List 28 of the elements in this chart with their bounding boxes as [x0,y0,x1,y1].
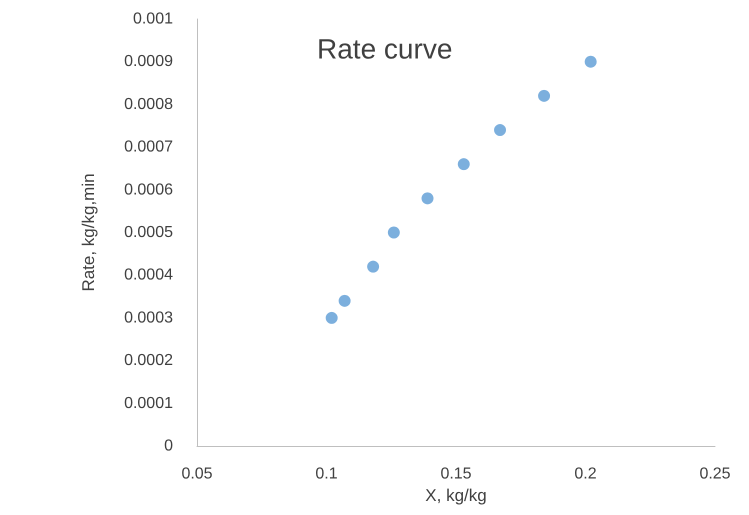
x-tick-label: 0.15 [440,466,472,482]
x-tick-label: 0.2 [574,466,597,482]
y-tick-label: 0.0001 [124,394,174,412]
y-tick-label: 0.0002 [124,352,174,370]
y-tick-label: 0.0004 [124,266,174,284]
y-tick-label: 0.0003 [124,309,174,326]
point [388,226,400,238]
y-tick-label: 0.0008 [124,96,174,113]
point [422,192,434,204]
y-tick-label: 0.0005 [124,224,174,241]
y-tick-label: 0.001 [132,10,174,28]
y-axis-title: Rate, kg/kg,min [79,173,98,292]
text: Rate curve [317,34,452,64]
point [338,294,351,307]
x-tick-label: 0.1 [315,466,338,482]
point [494,124,506,136]
point [367,260,380,273]
point [584,56,597,68]
x-tick-label: 0.05 [181,466,213,482]
x-tick-label: 0.25 [699,466,731,482]
y-tick-label: 0.0006 [124,181,174,198]
y-tick-label: 0.0007 [124,138,174,156]
point [326,312,338,324]
point [538,90,550,102]
y-tick-label: 0 [164,438,174,454]
y-tick-label: 0.0009 [124,53,174,70]
point [458,158,470,170]
x-axis-title: X, kg/kg [425,486,487,505]
